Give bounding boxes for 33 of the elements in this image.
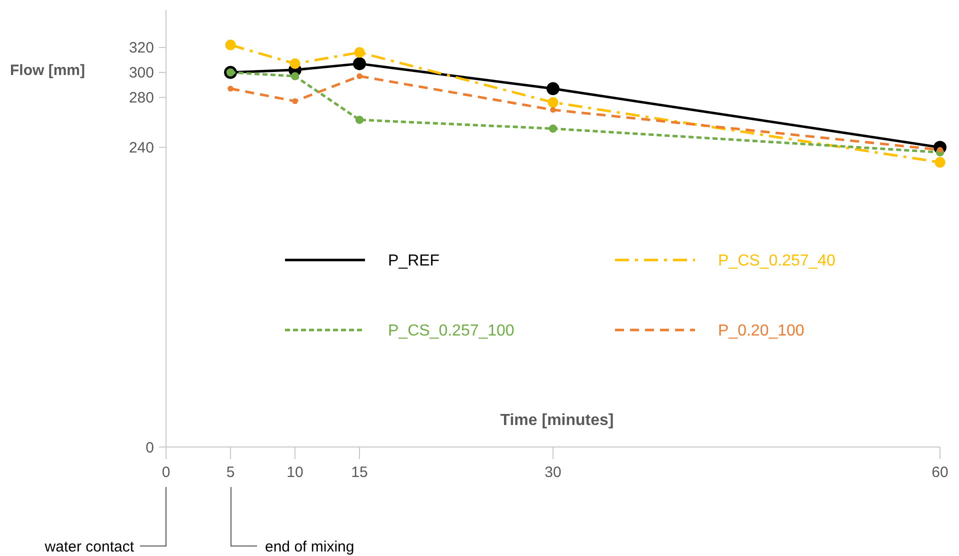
legend-label: P_0.20_100 bbox=[718, 322, 804, 340]
legend-label: P_CS_0.257_100 bbox=[388, 322, 514, 340]
x-tick-label: 60 bbox=[932, 464, 948, 481]
x-tick-label: 10 bbox=[286, 464, 304, 481]
point bbox=[290, 58, 300, 69]
y-tick-label: 240 bbox=[128, 140, 154, 157]
text: water contact bbox=[44, 538, 135, 556]
y-tick-label: 320 bbox=[128, 40, 154, 57]
x-tick-label: 15 bbox=[351, 464, 368, 481]
point bbox=[355, 116, 364, 124]
point bbox=[356, 73, 362, 80]
text: end of mixing bbox=[265, 538, 354, 556]
point bbox=[292, 98, 298, 104]
point bbox=[354, 47, 365, 58]
x-tick-label: 0 bbox=[162, 464, 170, 481]
point bbox=[546, 82, 560, 96]
point bbox=[550, 106, 556, 113]
point bbox=[548, 124, 558, 133]
point bbox=[548, 97, 558, 108]
point bbox=[934, 157, 946, 168]
y-tick-label: 280 bbox=[128, 90, 154, 107]
point bbox=[353, 57, 366, 70]
point bbox=[228, 86, 234, 92]
legend-label: P_REF bbox=[388, 252, 440, 270]
x-axis-title: Time [minutes] bbox=[500, 412, 614, 429]
legend-label: P_CS_0.257_40 bbox=[718, 252, 836, 270]
point bbox=[290, 72, 300, 80]
x-tick-label: 30 bbox=[544, 464, 562, 481]
y-tick-label: 300 bbox=[128, 64, 154, 82]
y-tick-label: 0 bbox=[146, 439, 154, 456]
x-tick-label: 5 bbox=[226, 464, 235, 481]
y-axis-title: Flow [mm] bbox=[10, 62, 85, 79]
point bbox=[225, 40, 236, 50]
